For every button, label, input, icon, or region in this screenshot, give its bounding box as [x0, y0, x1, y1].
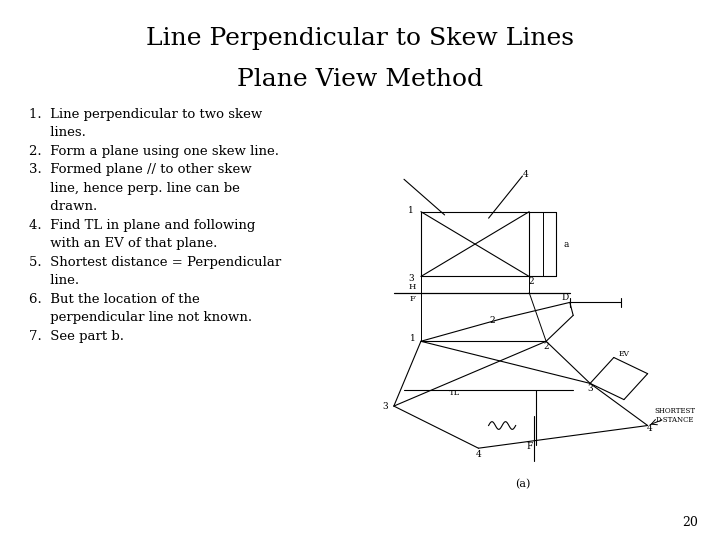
Text: F: F	[526, 442, 532, 451]
Text: D: D	[561, 293, 568, 302]
Text: 3: 3	[408, 274, 413, 282]
Text: 20: 20	[683, 516, 698, 529]
Text: EV: EV	[618, 350, 629, 358]
Text: TL: TL	[449, 389, 460, 397]
Text: Line Perpendicular to Skew Lines: Line Perpendicular to Skew Lines	[146, 27, 574, 50]
Text: 4: 4	[476, 450, 481, 459]
Text: 1: 1	[410, 334, 415, 342]
Text: (a): (a)	[515, 478, 530, 489]
Text: 3: 3	[382, 402, 388, 410]
Text: 2: 2	[544, 342, 549, 350]
Text: 4: 4	[647, 424, 652, 433]
Text: Plane View Method: Plane View Method	[237, 68, 483, 91]
Text: a: a	[564, 240, 569, 248]
Text: 1.  Line perpendicular to two skew
     lines.
2.  Form a plane using one skew l: 1. Line perpendicular to two skew lines.…	[29, 108, 281, 343]
Text: 1: 1	[408, 206, 413, 214]
Text: H: H	[409, 283, 416, 291]
Text: SHORTEST
D·STANCE: SHORTEST D·STANCE	[654, 407, 696, 424]
Text: 3: 3	[588, 384, 593, 393]
Text: 4: 4	[523, 170, 528, 179]
Text: F: F	[410, 294, 415, 302]
Text: 2: 2	[528, 277, 534, 286]
Text: 2: 2	[489, 316, 495, 325]
